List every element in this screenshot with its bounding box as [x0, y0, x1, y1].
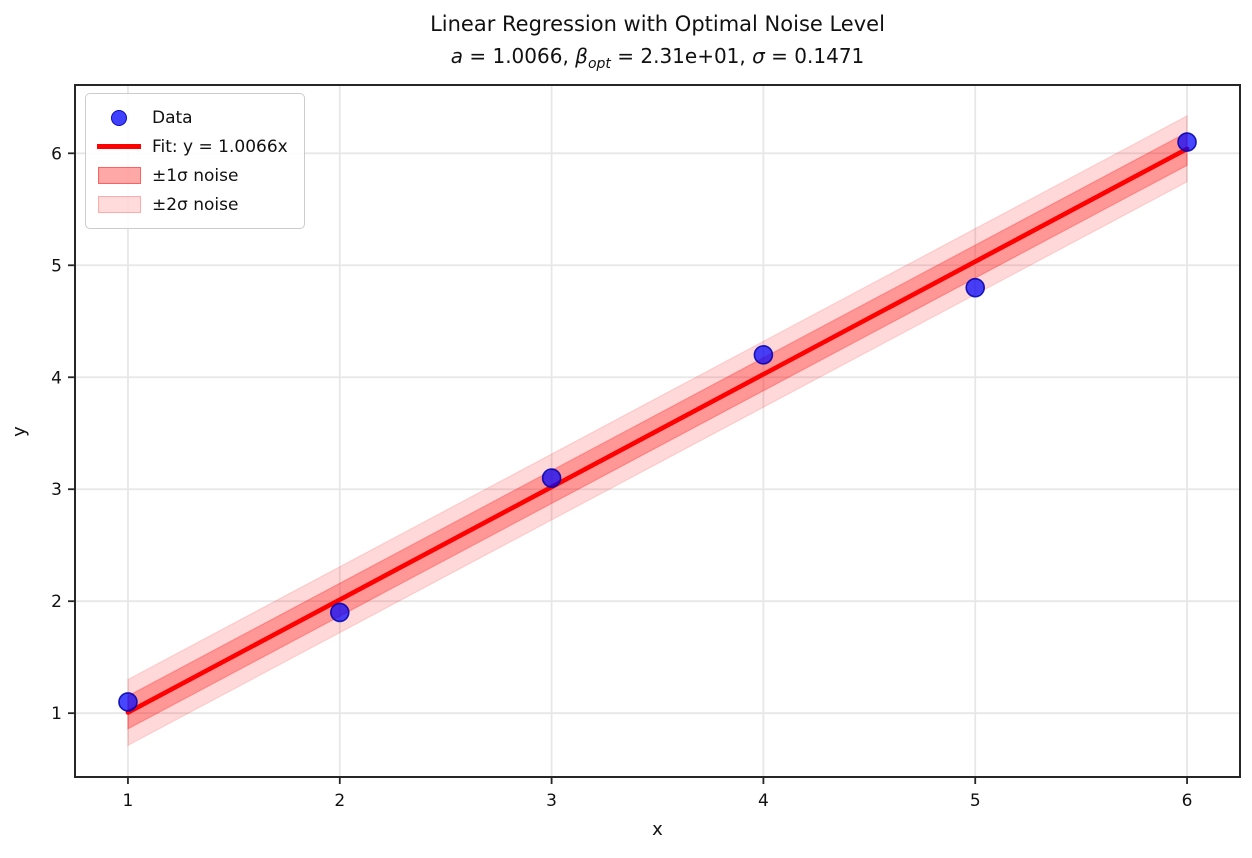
x-tick-label: 4 [758, 791, 769, 811]
y-tick-label: 4 [51, 368, 62, 388]
legend-swatch-dot-icon [96, 109, 142, 126]
legend-item-line: Fit: y = 1.0066x [96, 132, 288, 161]
legend-label: ±2σ noise [152, 194, 239, 215]
fit-line [125, 146, 1190, 715]
chart-title: Linear Regression with Optimal Noise Lev… [430, 12, 885, 36]
y-tick-label: 3 [51, 480, 62, 500]
x-tick-label: 6 [1182, 791, 1193, 811]
y-tick-label: 2 [51, 592, 62, 612]
legend-item-band2: ±2σ noise [96, 190, 288, 219]
data-point [118, 692, 138, 712]
subtitle-part: = 1.0066, [463, 44, 576, 68]
legend-label: Data [152, 107, 193, 128]
x-tick-label: 3 [546, 791, 557, 811]
y-tick-label: 5 [51, 256, 62, 276]
chart-subtitle: a = 1.0066, βopt = 2.31e+01, σ = 0.1471 [75, 44, 1240, 72]
data-point [753, 345, 774, 365]
y-tick-label: 1 [51, 704, 62, 724]
subtitle-part: β [575, 44, 588, 68]
legend-swatch-band2-icon [96, 196, 142, 213]
legend-label: ±1σ noise [152, 165, 239, 186]
legend-item-band1: ±1σ noise [96, 161, 288, 190]
data-point [965, 277, 986, 298]
data-point [329, 602, 350, 623]
subtitle-part: opt [587, 56, 611, 72]
y-tick-label: 6 [51, 144, 62, 164]
legend: Data Fit: y = 1.0066x ±1σ noise ±2σ noise [85, 93, 305, 229]
x-tick-label: 5 [970, 791, 981, 811]
legend-item-dot: Data [96, 103, 288, 132]
legend-label: Fit: y = 1.0066x [152, 136, 288, 157]
subtitle-part: = 2.31e+01, [610, 44, 753, 68]
y-axis-label: y [8, 426, 30, 437]
legend-swatch-line-icon [96, 144, 142, 149]
subtitle-part: a [450, 44, 463, 68]
x-axis-label: x [652, 819, 663, 840]
data-point [541, 468, 562, 488]
axes-spines [74, 84, 1241, 778]
subtitle-part: σ [752, 44, 765, 68]
x-tick-label: 1 [123, 791, 134, 811]
subtitle-part: = 0.1471 [764, 44, 865, 68]
legend-swatch-band1-icon [96, 167, 142, 184]
x-tick-label: 2 [334, 791, 345, 811]
data-point [1177, 132, 1197, 152]
